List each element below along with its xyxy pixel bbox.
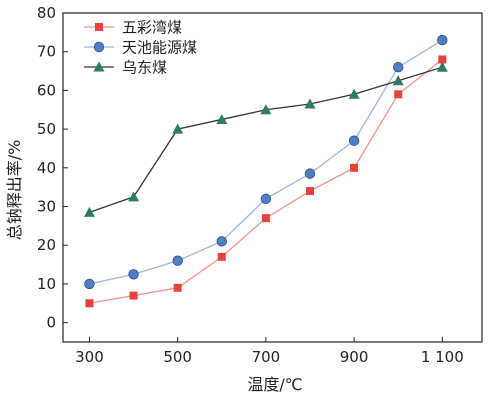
y-tick-label: 80: [37, 4, 56, 22]
x-tick-label: 900: [340, 348, 369, 366]
data-point: [350, 163, 359, 172]
data-point: [172, 255, 183, 266]
y-tick-label: 50: [37, 120, 56, 138]
data-point: [128, 191, 140, 202]
data-point: [217, 252, 226, 261]
x-tick-label: 700: [252, 348, 281, 366]
data-point: [129, 291, 138, 300]
x-tick-label: 500: [163, 348, 192, 366]
series-line: [89, 58, 443, 304]
legend-marker: [93, 41, 105, 53]
data-point: [438, 55, 447, 64]
series-line: [89, 66, 443, 213]
data-point: [216, 236, 227, 247]
y-tick-label: 60: [37, 81, 56, 99]
y-tick-label: 20: [37, 236, 56, 254]
data-point: [172, 123, 184, 134]
y-tick-label: 10: [37, 275, 56, 293]
data-point: [85, 299, 94, 308]
x-axis-title: 温度/℃: [247, 375, 302, 394]
y-axis-title: 总钠释出率/%: [5, 140, 24, 241]
data-point: [84, 278, 95, 290]
data-point: [392, 75, 404, 86]
legend-label: 天池能源煤: [122, 39, 197, 57]
data-point: [128, 269, 139, 280]
series-1: [85, 55, 447, 308]
data-point: [394, 90, 403, 99]
y-tick-label: 70: [37, 43, 56, 61]
data-point: [304, 98, 316, 109]
data-point: [216, 113, 228, 124]
legend-label: 乌东煤: [122, 59, 167, 77]
data-point: [437, 34, 448, 46]
y-tick-label: 30: [37, 198, 56, 216]
series-3: [83, 61, 448, 217]
series-line: [89, 39, 443, 285]
plot-area-frame: [62, 12, 483, 343]
legend-marker: [93, 61, 105, 72]
data-point: [304, 168, 316, 179]
data-point: [348, 135, 360, 146]
data-point: [260, 193, 272, 204]
data-point: [393, 61, 404, 73]
y-tick-label: 0: [46, 314, 56, 332]
legend-label: 五彩湾煤: [122, 19, 182, 37]
data-point: [260, 104, 272, 115]
series-2: [84, 34, 448, 290]
data-point: [173, 283, 182, 292]
x-tick-label: 300: [75, 348, 104, 366]
x-tick-label: 1 100: [421, 348, 464, 366]
data-point: [305, 187, 314, 196]
data-point: [348, 88, 360, 99]
y-tick-label: 40: [37, 159, 56, 177]
data-point: [83, 206, 95, 217]
data-point: [261, 214, 270, 223]
data-point: [436, 61, 448, 72]
legend-marker: [95, 23, 103, 31]
